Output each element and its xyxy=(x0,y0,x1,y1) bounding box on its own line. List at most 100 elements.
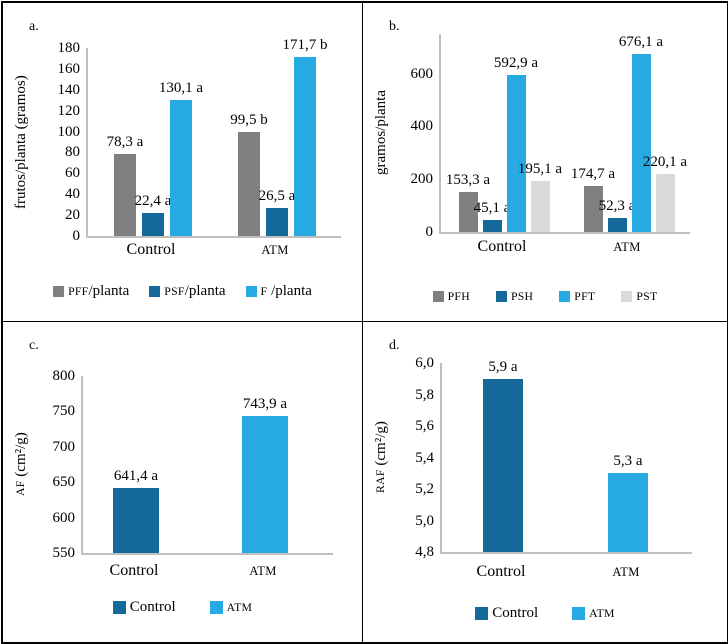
legend-item-psf-planta-a: PSF/planta xyxy=(149,283,226,300)
bar-pft-control xyxy=(506,75,526,232)
y-tick-800: 800 xyxy=(52,368,76,384)
value-label-pst-atm: 220,1 a xyxy=(642,153,688,170)
y-tick-80: 80 xyxy=(65,144,80,161)
y-tick-650: 650 xyxy=(52,474,76,491)
value-label-psf-planta-atm: 26,5 a xyxy=(258,188,296,205)
x-category-atm-c: ATM xyxy=(249,564,277,578)
legend-swatch-pff-planta-a xyxy=(53,286,65,297)
legend-label-control-d: Control xyxy=(492,605,539,621)
legend-swatch-control-c xyxy=(112,601,126,614)
bar-f-planta-control xyxy=(170,100,192,236)
legend-swatch-atm-c xyxy=(209,601,223,614)
bar-pst-control xyxy=(530,180,550,232)
legend-swatch-psf-planta-a xyxy=(149,286,161,297)
y-tick-4-8: 4,8 xyxy=(415,544,434,560)
legend-swatch-pft-b xyxy=(559,291,571,302)
value-label-pff-planta-control: 78,3 a xyxy=(106,134,144,151)
value-label-f-planta-atm: 171,7 b xyxy=(282,36,328,53)
value-label-psh-control: 45,1 a xyxy=(473,200,511,217)
panel-c-letter: c. xyxy=(29,338,39,353)
legend-label-pfh-b: PFH xyxy=(447,290,470,303)
legend-swatch-pfh-b xyxy=(432,291,444,302)
legend-label-pst-b: PST xyxy=(636,290,658,303)
y-tick-0: 0 xyxy=(72,228,81,244)
legend-label-psf-planta-a: PSF/planta xyxy=(164,283,226,299)
legend-item-pff-planta-a: PFF/planta xyxy=(53,283,129,300)
panel-b-plot-area: 600 400 200 0 153,3 a 45,1 a 592,9 a 195,1 a 174… xyxy=(411,33,690,240)
y-tick-5-6: 5,6 xyxy=(415,418,434,434)
panel-b: b. gramos/planta 600 400 200 0 153,3 a 45,1 a 59… xyxy=(363,3,727,322)
bar-psf-planta-atm xyxy=(266,208,288,236)
y-tick-20: 20 xyxy=(65,207,80,224)
y-tick-5-8: 5,8 xyxy=(415,386,434,403)
panel-d-legend: Control ATM xyxy=(363,605,727,622)
legend-item-atm-c: ATM xyxy=(209,599,253,616)
y-tick-0: 0 xyxy=(425,224,434,240)
x-category-atm-d: ATM xyxy=(612,565,640,579)
panel-a-letter: a. xyxy=(29,19,39,34)
value-label-pff-planta-atm: 99,5 b xyxy=(230,112,268,129)
legend-label-pff-planta-a: PFF/planta xyxy=(68,283,130,299)
legend-label-pft-b: PFT xyxy=(574,290,596,303)
y-tick-40: 40 xyxy=(65,186,80,203)
legend-item-psh-b: PSH xyxy=(495,288,534,305)
y-tick-200: 200 xyxy=(410,171,434,188)
value-label-pfh-atm: 174,7 a xyxy=(570,165,616,182)
legend-swatch-pst-b xyxy=(621,291,633,302)
legend-item-control-d: Control xyxy=(475,605,538,622)
x-category-control-a: Control xyxy=(126,241,176,258)
bar-atm-atm xyxy=(608,473,648,552)
y-tick-120: 120 xyxy=(57,102,81,119)
legend-label-psh-b: PSH xyxy=(510,290,534,303)
bar-pft-atm xyxy=(631,53,651,232)
y-tick-100: 100 xyxy=(57,123,81,140)
legend-swatch-control-d xyxy=(475,607,489,620)
value-label-psh-atm: 52,3 a xyxy=(598,198,636,215)
x-category-control-b: Control xyxy=(477,238,527,255)
bar-control-control xyxy=(483,378,523,552)
value-label-control-control: 5,9 a xyxy=(488,358,518,375)
bar-psf-planta-control xyxy=(142,212,164,236)
y-tick-6-0: 6,0 xyxy=(415,355,434,371)
y-tick-400: 400 xyxy=(410,118,434,135)
bar-f-planta-atm xyxy=(294,56,316,236)
x-category-atm-a: ATM xyxy=(261,243,289,257)
panel-c-legend: Control ATM xyxy=(3,599,362,616)
bar-psh-atm xyxy=(607,218,627,232)
panel-b-letter: b. xyxy=(389,19,400,34)
panel-a: a. frutos/planta (gramos) 180 160 140 120 100 8… xyxy=(3,3,363,322)
panel-c-plot-area: 800 750 700 650 600 550 641,4 a 743,9 a xyxy=(53,368,333,561)
legend-label-atm-c: ATM xyxy=(226,601,253,614)
y-tick-160: 160 xyxy=(57,60,81,77)
bar-pst-atm xyxy=(655,173,675,232)
bar-pfh-control xyxy=(458,191,478,232)
y-tick-5-4: 5,4 xyxy=(415,449,434,466)
x-category-control-c: Control xyxy=(109,562,159,579)
legend-item-atm-d: ATM xyxy=(572,605,615,622)
panel-a-y-axis-title: frutos/planta (gramos) xyxy=(13,75,29,209)
bar-psh-control xyxy=(482,220,502,232)
x-category-control-d: Control xyxy=(476,563,526,580)
value-label-pft-atm: 676,1 a xyxy=(618,33,664,50)
bar-pff-planta-atm xyxy=(238,132,260,236)
y-tick-180: 180 xyxy=(57,40,81,56)
y-tick-600: 600 xyxy=(52,509,76,526)
value-label-psf-planta-control: 22,4 a xyxy=(134,192,172,209)
bar-atm-atm xyxy=(242,415,288,553)
value-label-atm-atm: 743,9 a xyxy=(242,395,288,412)
value-label-pfh-control: 153,3 a xyxy=(445,171,491,188)
y-tick-550: 550 xyxy=(52,545,76,561)
panel-b-legend: PFH PSH PFT PST xyxy=(363,288,727,305)
legend-swatch-psh-b xyxy=(495,291,507,302)
panel-d-plot-area: 6,0 5,8 5,6 5,4 5,2 5,0 4,8 5,9 a 5,3 a xyxy=(415,355,692,560)
y-tick-5-0: 5,0 xyxy=(415,512,434,529)
value-label-pft-control: 592,9 a xyxy=(493,55,539,72)
value-label-atm-atm: 5,3 a xyxy=(613,453,643,470)
panel-a-plot-area: 180 160 140 120 100 80 60 40 20 0 78,3 a 22,4 a 130,… xyxy=(58,37,341,244)
legend-item-pst-b: PST xyxy=(621,288,657,305)
bar-control-control xyxy=(113,488,159,553)
legend-swatch-f-planta-a xyxy=(245,286,257,297)
y-tick-600: 600 xyxy=(410,65,434,82)
